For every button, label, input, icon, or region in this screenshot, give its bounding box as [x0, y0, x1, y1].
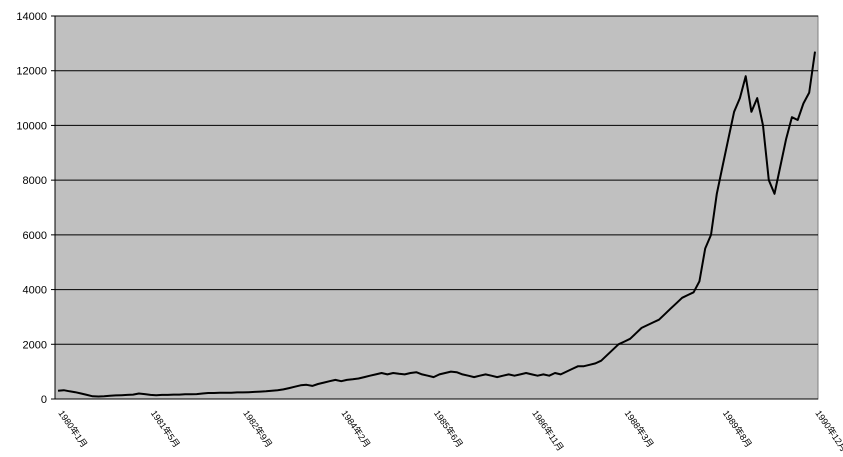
price-line	[57, 51, 816, 398]
x-tick-label: 1986年11月	[530, 408, 566, 453]
y-tick-label: 6000	[23, 230, 47, 242]
y-tick-label: 0	[41, 394, 47, 406]
x-tick-label: 1989年8月	[721, 408, 755, 450]
y-tick-label: 8000	[23, 175, 47, 187]
y-tick-label: 4000	[23, 285, 47, 297]
y-tick-label: 12000	[16, 66, 47, 78]
x-tick-label: 1982年9月	[241, 408, 275, 450]
x-tick-label: 1984年2月	[340, 408, 374, 450]
y-tick-label: 2000	[23, 339, 47, 351]
y-tick-label: 10000	[16, 120, 47, 132]
x-tick-label: 1981年5月	[149, 408, 183, 450]
plot-area	[54, 15, 819, 400]
x-tick-label: 1990年12月	[813, 408, 843, 454]
x-tick-label: 1988年3月	[623, 408, 657, 450]
x-tick-label: 1985年6月	[432, 408, 466, 450]
y-tick-label: 14000	[16, 11, 47, 23]
x-tick-label: 1980年1月	[56, 408, 90, 450]
